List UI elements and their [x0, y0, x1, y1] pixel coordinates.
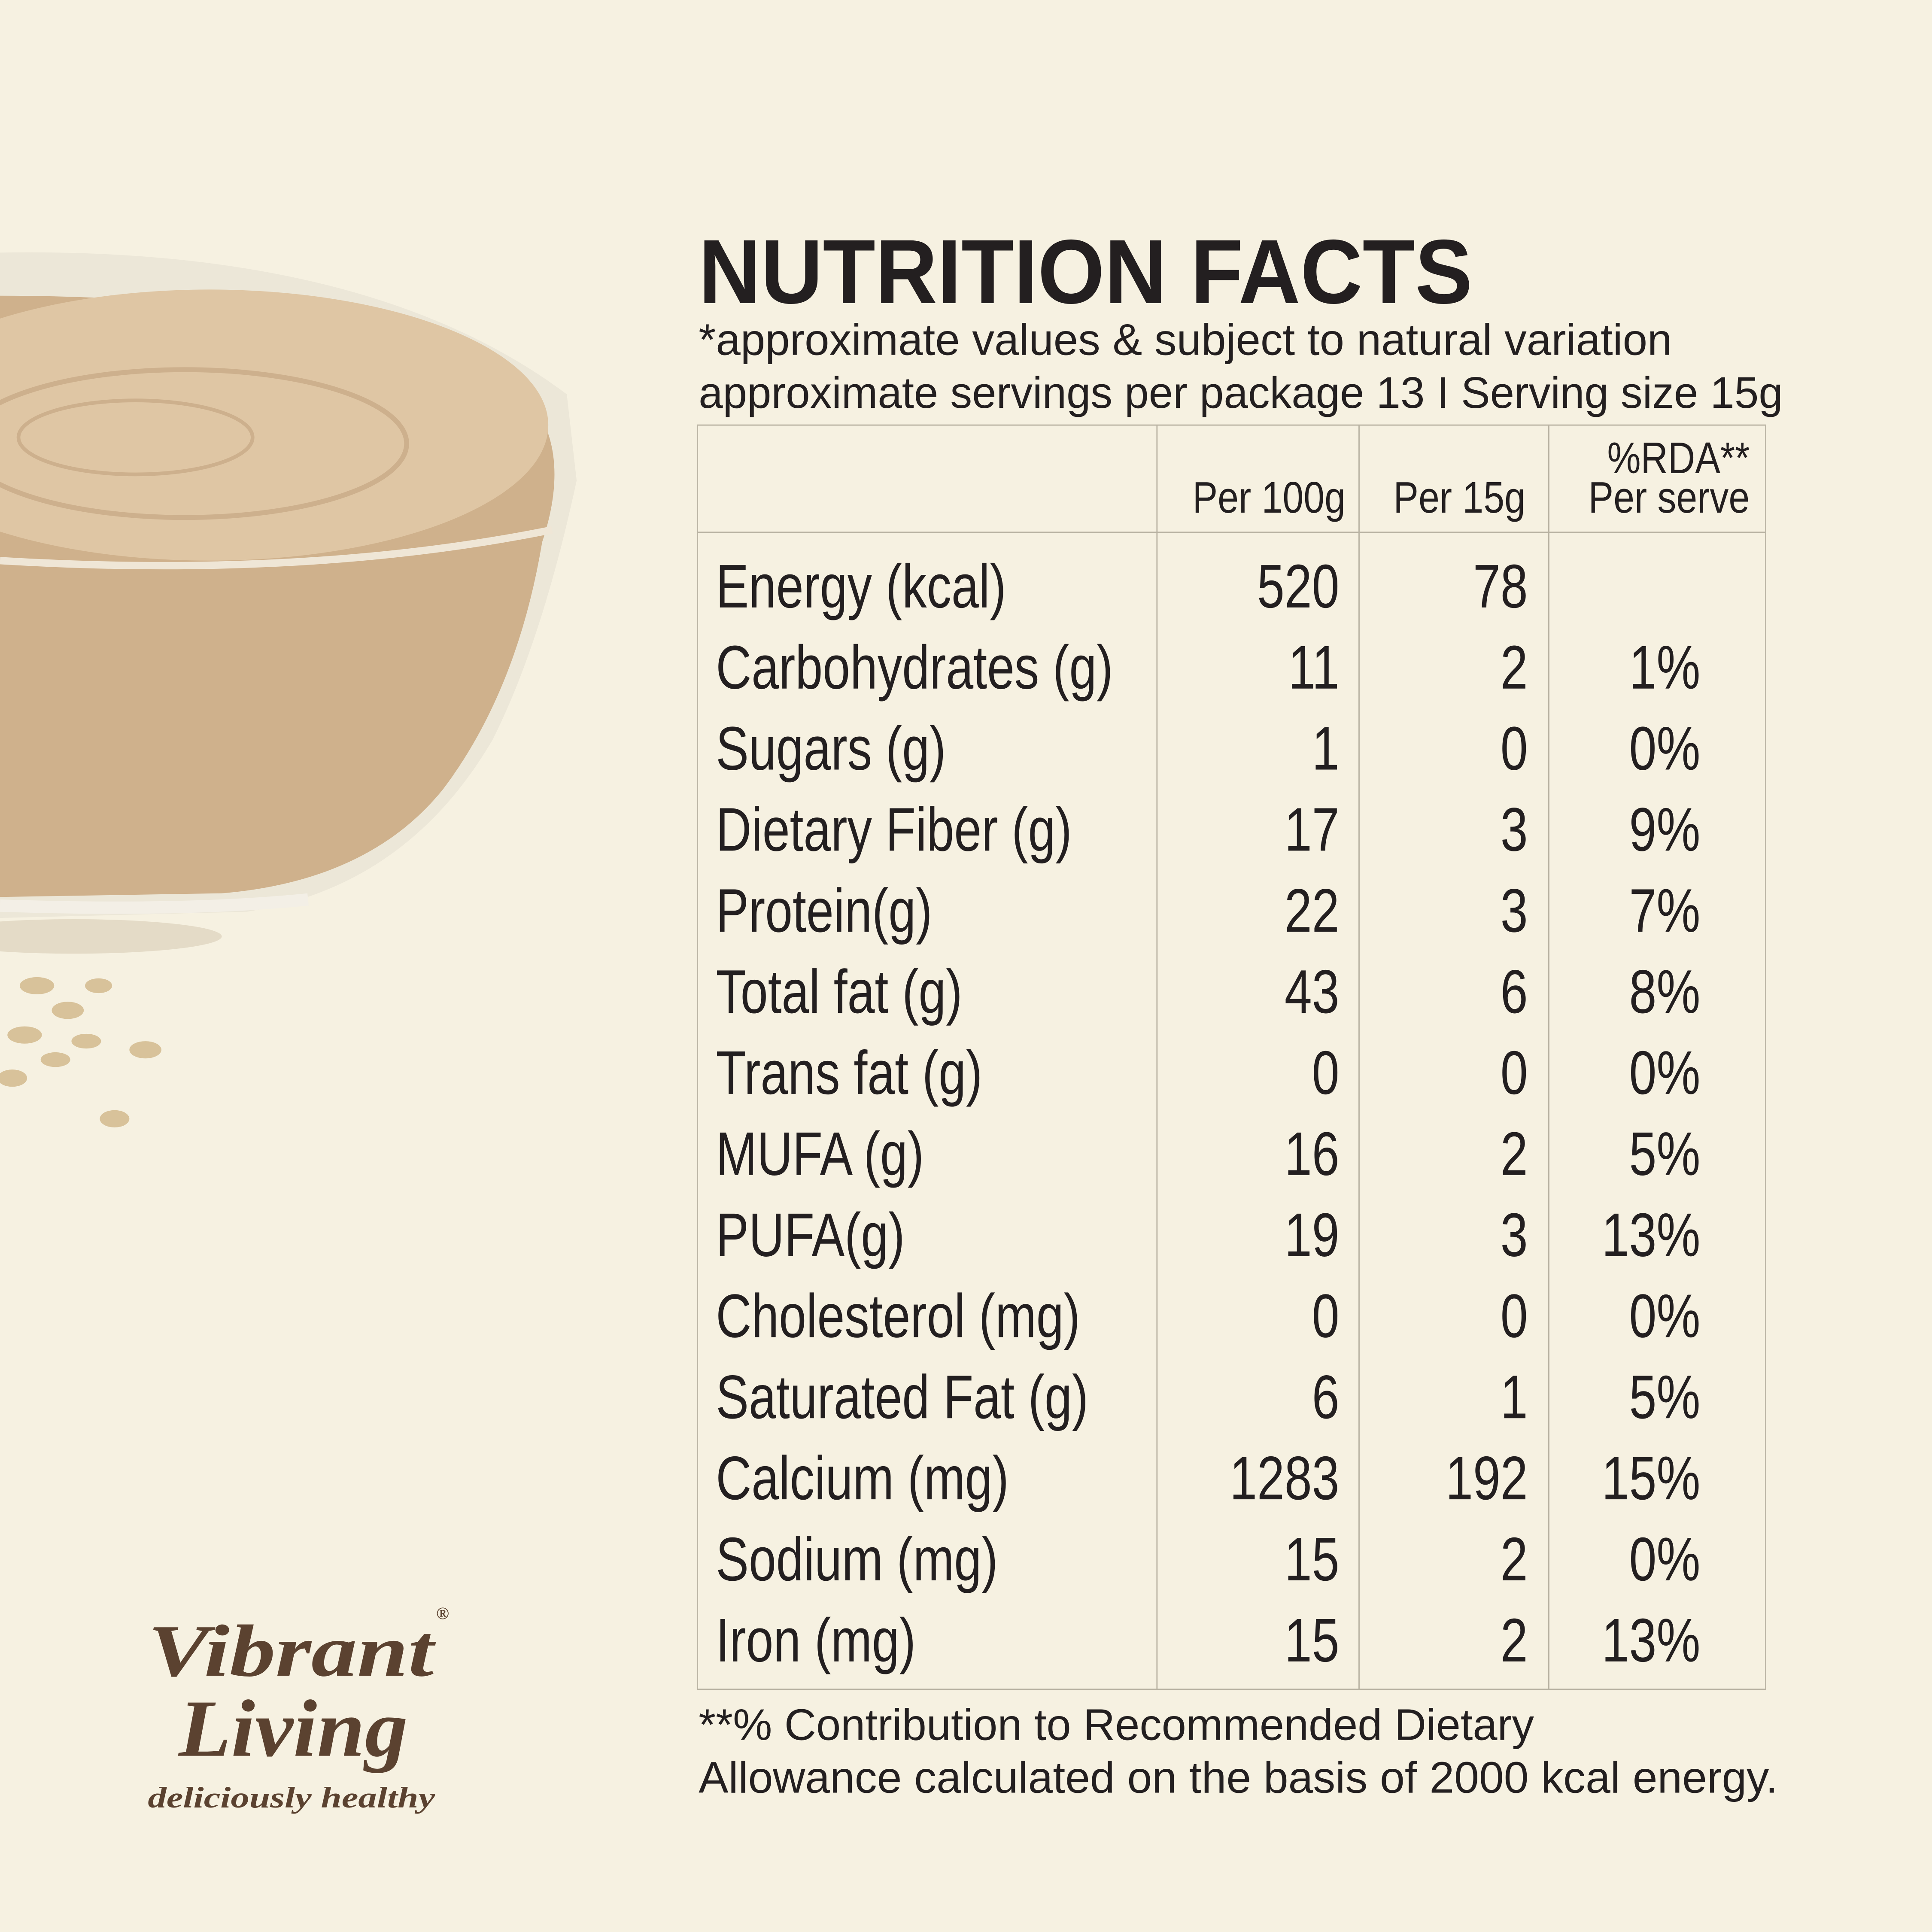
rim-highlight [0, 526, 553, 570]
brand-name: Vibrant [148, 1610, 436, 1692]
nutrient-name: Cholesterol (mg) [716, 1282, 1080, 1350]
value-per-100g: 15 [1285, 1525, 1340, 1594]
nutrient-name: Saturated Fat (g) [716, 1363, 1088, 1431]
value-per-100g: 22 [1285, 876, 1340, 945]
value-per-15g: 2 [1501, 633, 1528, 702]
nutrient-name: Iron (mg) [716, 1606, 916, 1675]
value-per-100g: 43 [1285, 957, 1340, 1026]
nutrient-name: Carbohydrates (g) [716, 633, 1113, 702]
value-per-15g: 0 [1501, 1039, 1528, 1107]
nutrient-name: Energy (kcal) [716, 552, 1006, 621]
column-header: Per 100g [1193, 472, 1346, 522]
subtitle: *approximate values & subject to natural… [699, 315, 1672, 365]
value-per-15g: 192 [1446, 1444, 1528, 1513]
nutrient-name: Sugars (g) [716, 714, 946, 783]
nutrient-name: Protein(g) [716, 876, 932, 945]
value-per-15g: 3 [1501, 795, 1528, 864]
nutrition-table [696, 424, 1766, 1690]
bowl-shadow [0, 919, 222, 954]
column-header: %RDA** [1607, 433, 1750, 483]
value-per-15g: 6 [1501, 957, 1528, 1026]
value-rda: 1% [1629, 633, 1701, 702]
value-per-15g: 3 [1501, 876, 1528, 945]
table-border [696, 424, 1766, 1690]
title: NUTRITION FACTS [699, 221, 1472, 323]
value-rda: 5% [1629, 1120, 1701, 1188]
footnote: **% Contribution to Recommended Dietary [699, 1699, 1534, 1749]
subtitle: approximate servings per package 13 I Se… [699, 368, 1783, 417]
column-header: Per 15g [1393, 472, 1525, 522]
value-rda: 0% [1629, 1039, 1701, 1107]
nutrient-name: Sodium (mg) [716, 1525, 998, 1594]
value-per-15g: 78 [1473, 552, 1528, 621]
nutrient-name: Calcium (mg) [716, 1444, 1009, 1513]
nutrient-name: Dietary Fiber (g) [716, 795, 1072, 864]
value-per-15g: 0 [1501, 714, 1528, 783]
swirl [16, 398, 255, 477]
value-per-15g: 3 [1501, 1201, 1528, 1270]
footnote: Allowance calculated on the basis of 200… [699, 1753, 1778, 1802]
value-rda: 7% [1629, 876, 1701, 945]
value-per-15g: 2 [1501, 1606, 1528, 1675]
value-rda: 13% [1602, 1201, 1701, 1270]
value-rda: 9% [1629, 795, 1701, 864]
value-per-100g: 1 [1312, 714, 1340, 783]
column-header: Per serve [1589, 472, 1750, 522]
value-per-100g: 0 [1312, 1282, 1340, 1350]
value-per-100g: 11 [1288, 633, 1339, 702]
bowl-base [0, 893, 309, 914]
nutrient-name: MUFA (g) [716, 1120, 924, 1188]
value-rda: 8% [1629, 957, 1701, 1026]
value-per-100g: 16 [1285, 1120, 1340, 1188]
brand-tagline: deliciously healthy [148, 1781, 435, 1814]
value-rda: 0% [1629, 1282, 1701, 1350]
value-per-100g: 520 [1257, 552, 1340, 621]
nutrient-name: Trans fat (g) [716, 1039, 982, 1107]
value-rda: 13% [1602, 1606, 1701, 1675]
value-rda: 15% [1602, 1444, 1701, 1513]
nutrient-name: Total fat (g) [716, 957, 962, 1026]
value-per-15g: 2 [1501, 1120, 1528, 1188]
value-per-100g: 0 [1312, 1039, 1340, 1107]
sesame-seeds [0, 977, 161, 1127]
value-per-100g: 15 [1285, 1606, 1340, 1675]
value-rda: 0% [1629, 1525, 1701, 1594]
bowl-illustration [0, 252, 577, 1127]
brand-registered: ® [436, 1604, 449, 1623]
swirl [0, 367, 409, 520]
value-per-15g: 0 [1501, 1282, 1528, 1350]
value-per-15g: 2 [1501, 1525, 1528, 1594]
value-per-15g: 1 [1501, 1363, 1528, 1431]
value-per-100g: 1283 [1230, 1444, 1339, 1513]
value-per-100g: 17 [1285, 795, 1340, 864]
nutrient-name: PUFA(g) [716, 1201, 905, 1270]
value-rda: 0% [1629, 714, 1701, 783]
tahini-surface [0, 289, 548, 561]
value-per-100g: 19 [1285, 1201, 1340, 1270]
value-per-100g: 6 [1312, 1363, 1340, 1431]
brand-name: Living [178, 1683, 408, 1774]
value-rda: 5% [1629, 1363, 1701, 1431]
